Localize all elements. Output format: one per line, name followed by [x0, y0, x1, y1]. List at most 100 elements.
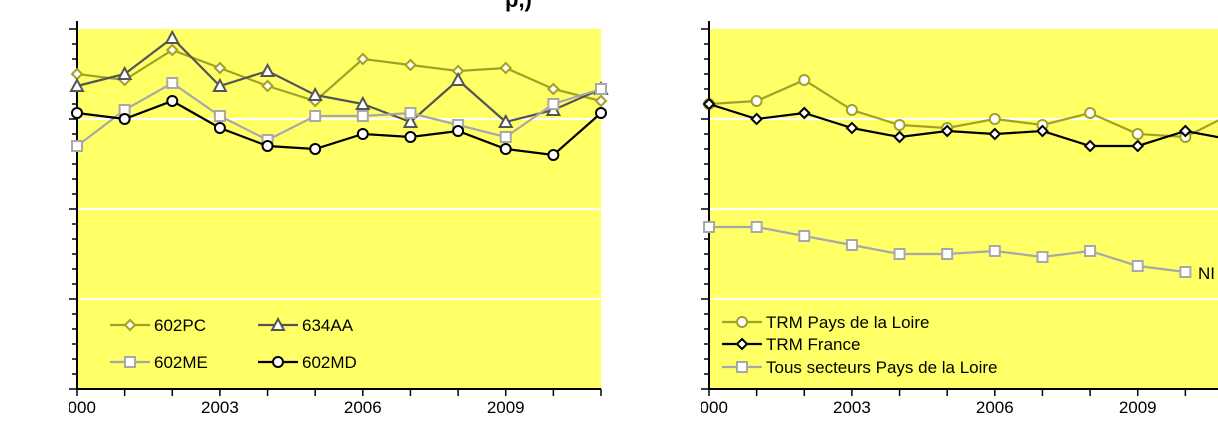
data-point-TRM France: [893, 130, 906, 144]
data-point-602PC: [499, 61, 513, 75]
legend-marker: [736, 316, 748, 328]
data-point-TRM France: [988, 127, 1002, 141]
y-tick-label: 3 %: [38, 290, 67, 309]
x-tick-label: 2000: [58, 398, 96, 417]
series-line-602MD: [76, 99, 602, 157]
data-point-TRM France: [750, 112, 764, 126]
data-point-Tous secteurs Pays de la Loire: [845, 239, 858, 251]
annotation-label: NI: [1198, 264, 1215, 283]
data-point-602PC: [261, 79, 274, 93]
legend-label: TRM Pays de la Loire: [766, 313, 929, 332]
data-point-634AA: [69, 77, 85, 92]
y-tick-label: 6 %: [38, 200, 67, 219]
data-point-Tous secteurs Pays de la Loire: [893, 248, 906, 260]
data-point-634AA: [498, 113, 514, 128]
y-tick-label: 12 %: [28, 20, 67, 39]
data-point-602PC: [165, 43, 179, 57]
y-tick-label: 9 %: [38, 110, 67, 129]
chart-2: 0 % 3 % 6 % 9 % 12 % 2000 2003 2006 2009 TRM Pays…: [660, 20, 1218, 417]
legend-label: 602MD: [302, 353, 357, 372]
data-point-TRM France: [1178, 124, 1192, 138]
legend-label: Tous secteurs Pays de la Loire: [766, 358, 998, 377]
data-point-602ME: [309, 110, 322, 122]
data-point-602ME: [356, 110, 369, 122]
data-point-Tous secteurs Pays de la Loire: [1084, 245, 1097, 257]
series-line-634AA: [76, 36, 602, 124]
series-line-TRM Pays de la Loire: [708, 78, 1218, 139]
data-point-602MD: [595, 107, 607, 119]
data-point-Tous secteurs Pays de la Loire: [941, 248, 954, 260]
legend-label: 602PC: [154, 316, 206, 335]
data-point-TRM Pays de la Loire: [798, 74, 811, 86]
data-point-Tous secteurs Pays de la Loire: [988, 245, 1001, 257]
data-point-Tous secteurs Pays de la Loire: [750, 221, 763, 233]
data-point-TRM Pays de la Loire: [893, 119, 906, 131]
data-point-Tous secteurs Pays de la Loire: [1179, 266, 1192, 278]
data-point-TRM France: [797, 106, 811, 120]
y-tick-label: 3 %: [670, 290, 699, 309]
data-point-602MD: [547, 149, 560, 161]
data-point-634AA: [402, 113, 419, 128]
y-tick-label: 9 %: [670, 110, 699, 129]
data-point-602PC: [356, 52, 370, 66]
data-point-602ME: [499, 131, 512, 143]
x-tick-label: 2003: [833, 398, 871, 417]
data-point-Tous secteurs Pays de la Loire: [1131, 260, 1144, 272]
data-point-TRM Pays de la Loire: [1084, 107, 1097, 119]
data-point-602PC: [546, 82, 560, 96]
data-point-TRM France: [1131, 139, 1145, 153]
data-point-602ME: [213, 110, 226, 122]
legend-label: 602ME: [154, 353, 208, 372]
data-point-602MD: [166, 95, 179, 107]
x-tick-label: 2009: [1119, 398, 1157, 417]
x-tick-label: 2009: [487, 398, 525, 417]
series-line-602ME: [76, 81, 602, 147]
data-point-634AA: [450, 71, 466, 86]
data-point-602ME: [547, 98, 560, 110]
data-point-TRM Pays de la Loire: [1131, 128, 1144, 140]
data-point-634AA: [259, 62, 276, 77]
chart-1: 0 % 3 % 6 % 9 % 12 % 2000 2003 2006 2009 602PC 634…: [28, 20, 609, 417]
data-point-602ME: [166, 77, 179, 89]
data-point-602MD: [213, 122, 226, 134]
chart-title-fragment: p,): [505, 0, 532, 13]
y-tick-label: 6 %: [670, 200, 699, 219]
series-line-TRM France: [708, 102, 1218, 148]
y-tick-label: 12 %: [660, 20, 699, 39]
data-point-TRM France: [702, 97, 716, 111]
x-tick-label: 2006: [976, 398, 1014, 417]
legend-marker: [272, 356, 284, 368]
data-point-634AA: [212, 77, 228, 92]
legend-marker: [735, 337, 749, 351]
legend-label: TRM France: [766, 335, 860, 354]
data-point-TRM France: [1083, 139, 1097, 153]
y-tick-label: 0 %: [38, 380, 67, 399]
data-point-634AA: [307, 86, 323, 101]
data-point-634AA: [355, 95, 371, 110]
data-point-Tous secteurs Pays de la Loire: [703, 221, 715, 233]
data-point-602PC: [404, 58, 417, 72]
series-line-602PC: [76, 48, 602, 103]
data-point-602MD: [118, 113, 131, 125]
data-point-602MD: [261, 140, 274, 152]
data-point-602PC: [213, 61, 227, 75]
legend-marker: [124, 356, 136, 368]
data-point-602MD: [71, 107, 83, 119]
x-tick-label: 2003: [201, 398, 239, 417]
data-point-TRM Pays de la Loire: [845, 104, 858, 116]
x-tick-label: 2006: [344, 398, 382, 417]
data-point-602MD: [452, 125, 465, 137]
data-point-Tous secteurs Pays de la Loire: [798, 230, 811, 242]
data-point-TRM Pays de la Loire: [988, 113, 1001, 125]
data-point-602PC: [594, 94, 608, 108]
data-point-TRM France: [845, 121, 859, 135]
data-point-TRM France: [1036, 124, 1049, 138]
legend-marker: [123, 318, 137, 332]
data-point-602ME: [404, 107, 417, 119]
data-point-602ME: [595, 83, 607, 95]
data-point-602MD: [356, 128, 369, 140]
data-point-TRM Pays de la Loire: [750, 95, 763, 107]
legend-label: 634AA: [302, 316, 354, 335]
data-point-602MD: [309, 143, 322, 155]
